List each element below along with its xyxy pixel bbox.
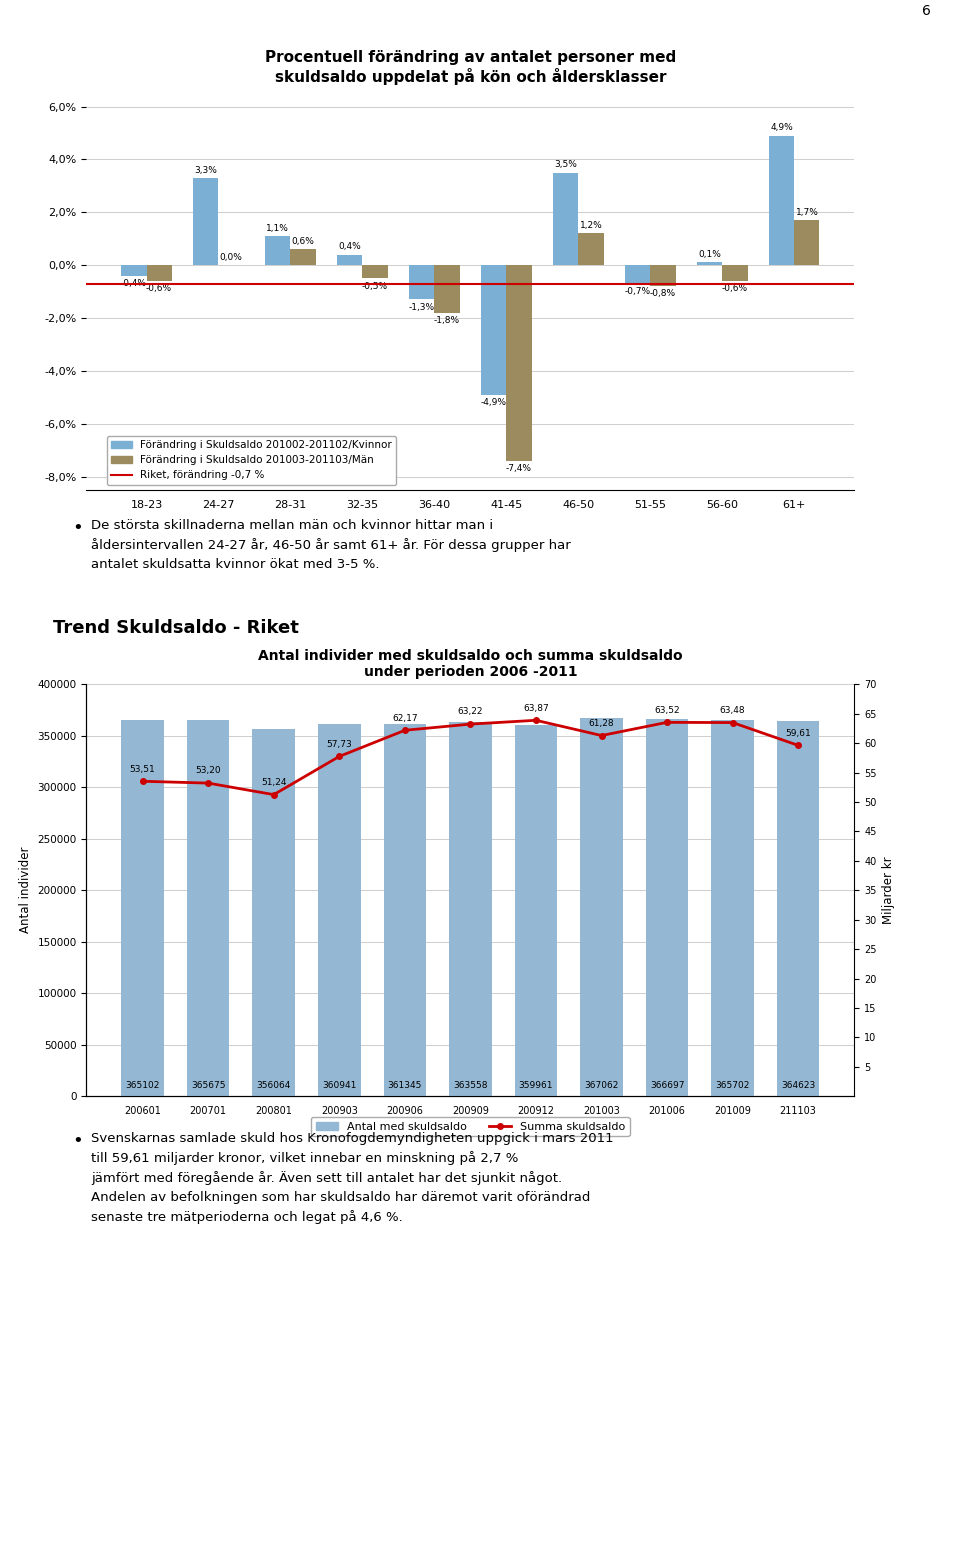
Text: 57,73: 57,73 xyxy=(326,740,352,750)
Text: 4,9%: 4,9% xyxy=(770,123,793,132)
Legend: Antal med skuldsaldo, Summa skuldsaldo: Antal med skuldsaldo, Summa skuldsaldo xyxy=(311,1116,630,1137)
Text: -1,3%: -1,3% xyxy=(409,303,435,311)
Text: -4,9%: -4,9% xyxy=(481,398,507,407)
Text: 3,3%: 3,3% xyxy=(195,166,217,174)
Bar xyxy=(794,221,820,264)
Bar xyxy=(187,720,229,1096)
Text: 365675: 365675 xyxy=(191,1081,226,1090)
Text: -0,4%: -0,4% xyxy=(121,278,147,288)
Bar xyxy=(625,264,650,283)
Text: 360941: 360941 xyxy=(323,1081,356,1090)
Text: 63,48: 63,48 xyxy=(720,706,746,715)
Bar xyxy=(515,726,557,1096)
Text: -0,8%: -0,8% xyxy=(650,289,676,299)
Text: 363558: 363558 xyxy=(453,1081,488,1090)
Text: 62,17: 62,17 xyxy=(392,714,418,723)
Text: -0,7%: -0,7% xyxy=(625,286,651,295)
Text: 366697: 366697 xyxy=(650,1081,684,1090)
Text: 365702: 365702 xyxy=(715,1081,750,1090)
Text: 51,24: 51,24 xyxy=(261,778,286,787)
Bar xyxy=(193,177,219,264)
Bar xyxy=(121,720,164,1096)
Bar xyxy=(409,264,435,300)
Text: 364623: 364623 xyxy=(781,1081,815,1090)
Bar xyxy=(578,233,604,264)
Text: 63,52: 63,52 xyxy=(655,706,680,715)
Text: -0,6%: -0,6% xyxy=(722,285,748,294)
Bar xyxy=(697,263,722,264)
Text: 0,4%: 0,4% xyxy=(339,243,361,252)
Text: 359961: 359961 xyxy=(518,1081,553,1090)
Text: -1,8%: -1,8% xyxy=(434,316,460,325)
Text: 53,51: 53,51 xyxy=(130,765,156,774)
Legend: Förändring i Skuldsaldo 201002-201102/Kvinnor, Förändring i Skuldsaldo 201003-20: Förändring i Skuldsaldo 201002-201102/Kv… xyxy=(107,435,396,485)
Text: •: • xyxy=(72,1132,83,1151)
Text: 1,1%: 1,1% xyxy=(267,224,289,233)
Bar xyxy=(711,720,754,1096)
Text: 365102: 365102 xyxy=(126,1081,159,1090)
Y-axis label: Antal individer: Antal individer xyxy=(19,847,32,933)
Bar xyxy=(337,255,363,264)
Bar xyxy=(481,264,506,395)
Bar xyxy=(384,725,426,1096)
Text: 0,1%: 0,1% xyxy=(698,250,721,260)
Text: 1,2%: 1,2% xyxy=(580,221,602,230)
Bar xyxy=(553,173,578,264)
Text: •: • xyxy=(72,519,83,538)
Text: 6: 6 xyxy=(923,3,931,19)
Bar xyxy=(121,264,147,275)
Text: 361345: 361345 xyxy=(388,1081,422,1090)
Bar xyxy=(650,264,676,286)
Bar xyxy=(147,264,172,281)
Title: Procentuell förändring av antalet personer med
skuldsaldo uppdelat på kön och ål: Procentuell förändring av antalet person… xyxy=(265,50,676,86)
Text: 59,61: 59,61 xyxy=(785,729,811,737)
Text: 63,22: 63,22 xyxy=(458,708,483,717)
Text: 61,28: 61,28 xyxy=(588,718,614,728)
Text: De största skillnaderna mellan män och kvinnor hittar man i
åldersintervallen 24: De största skillnaderna mellan män och k… xyxy=(91,519,571,571)
Text: 356064: 356064 xyxy=(256,1081,291,1090)
Text: 0,0%: 0,0% xyxy=(220,253,243,261)
Y-axis label: Miljarder kr: Miljarder kr xyxy=(882,857,895,924)
Bar xyxy=(252,729,295,1096)
Title: Antal individer med skuldsaldo och summa skuldsaldo
under perioden 2006 -2011: Antal individer med skuldsaldo och summa… xyxy=(258,648,683,680)
Text: 367062: 367062 xyxy=(585,1081,618,1090)
Bar xyxy=(291,249,316,264)
Text: Trend Skuldsaldo - Riket: Trend Skuldsaldo - Riket xyxy=(53,619,299,638)
Bar xyxy=(265,236,291,264)
Bar xyxy=(646,718,688,1096)
Bar xyxy=(580,718,623,1096)
Bar xyxy=(777,720,820,1096)
Bar xyxy=(506,264,532,460)
Text: -0,6%: -0,6% xyxy=(146,285,172,294)
Bar xyxy=(318,725,361,1096)
Text: 1,7%: 1,7% xyxy=(796,208,818,218)
Text: 3,5%: 3,5% xyxy=(554,160,577,169)
Text: SOLIDITET: SOLIDITET xyxy=(731,1487,820,1501)
Bar xyxy=(769,135,794,264)
Bar xyxy=(435,264,460,313)
Text: -0,5%: -0,5% xyxy=(362,281,388,291)
Text: Svenskarnas samlade skuld hos Kronofogdemyndigheten uppgick i mars 2011
till 59,: Svenskarnas samlade skuld hos Kronofogde… xyxy=(91,1132,613,1224)
Text: -7,4%: -7,4% xyxy=(506,463,532,473)
Text: 0,6%: 0,6% xyxy=(292,236,315,246)
Text: 63,87: 63,87 xyxy=(523,703,549,712)
Bar xyxy=(363,264,388,278)
Text: 53,20: 53,20 xyxy=(195,767,221,776)
Bar xyxy=(449,722,492,1096)
Bar xyxy=(722,264,748,281)
